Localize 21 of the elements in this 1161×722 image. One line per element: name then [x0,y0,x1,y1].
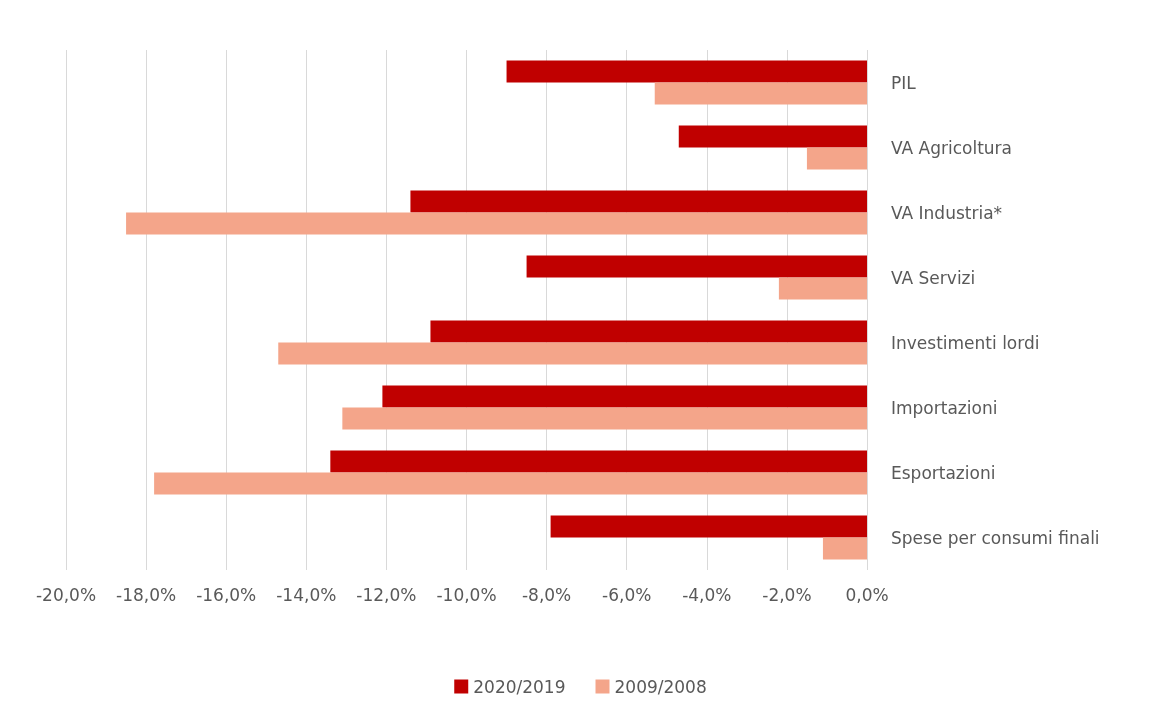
x-tick-label: -10,0% [436,584,497,605]
legend-label: 2020/2019 [473,676,566,697]
x-tick-label: -16,0% [196,584,257,605]
y-tick-label: VA Agricoltura [891,137,1013,158]
x-tick-label: -6,0% [602,584,652,605]
x-tick-label: -8,0% [521,584,572,605]
x-tick-label: -14,0% [276,584,337,605]
x-tick-label: -18,0% [116,584,177,605]
x-tick-label: -2,0% [762,584,812,605]
x-tick-label: -20,0% [35,584,97,605]
x-tick-label: 0,0% [845,584,889,605]
y-tick-label: Importazioni [891,397,998,418]
y-tick-label: Esportazioni [891,462,996,483]
y-tick-label: Investimenti lordi [891,332,1040,353]
x-tick-label: -4,0% [682,584,732,605]
y-tick-label: VA Industria* [891,202,1003,223]
y-tick-label: Spese per consumi finali [891,527,1100,548]
legend-label: 2009/2008 [614,676,707,697]
y-tick-label: PIL [891,72,917,93]
y-tick-label: VA Servizi [891,267,976,288]
x-tick-label: -12,0% [356,584,417,605]
